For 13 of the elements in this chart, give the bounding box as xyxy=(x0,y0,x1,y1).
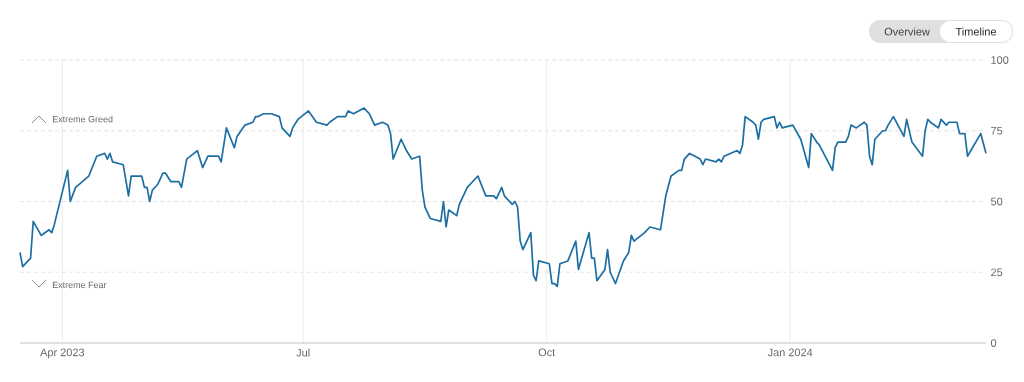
x-tick-label: Oct xyxy=(538,348,556,357)
y-tick-label: 75 xyxy=(991,126,1003,135)
y-tick-label: 0 xyxy=(990,339,997,347)
x-tick-label: Jan 2024 xyxy=(767,348,813,357)
y-tick-label: 50 xyxy=(990,197,1003,206)
y-tick-label: 25 xyxy=(991,268,1003,277)
y-tick-label: 100 xyxy=(991,56,1009,64)
text: Overview xyxy=(884,27,930,36)
annotation: Extreme Greed xyxy=(52,115,113,123)
x-tick-label: Apr 2023 xyxy=(40,348,85,359)
annotation: Extreme Fear xyxy=(52,281,107,289)
x-tick-label: Jul xyxy=(296,348,310,357)
text: Timeline xyxy=(955,27,997,36)
